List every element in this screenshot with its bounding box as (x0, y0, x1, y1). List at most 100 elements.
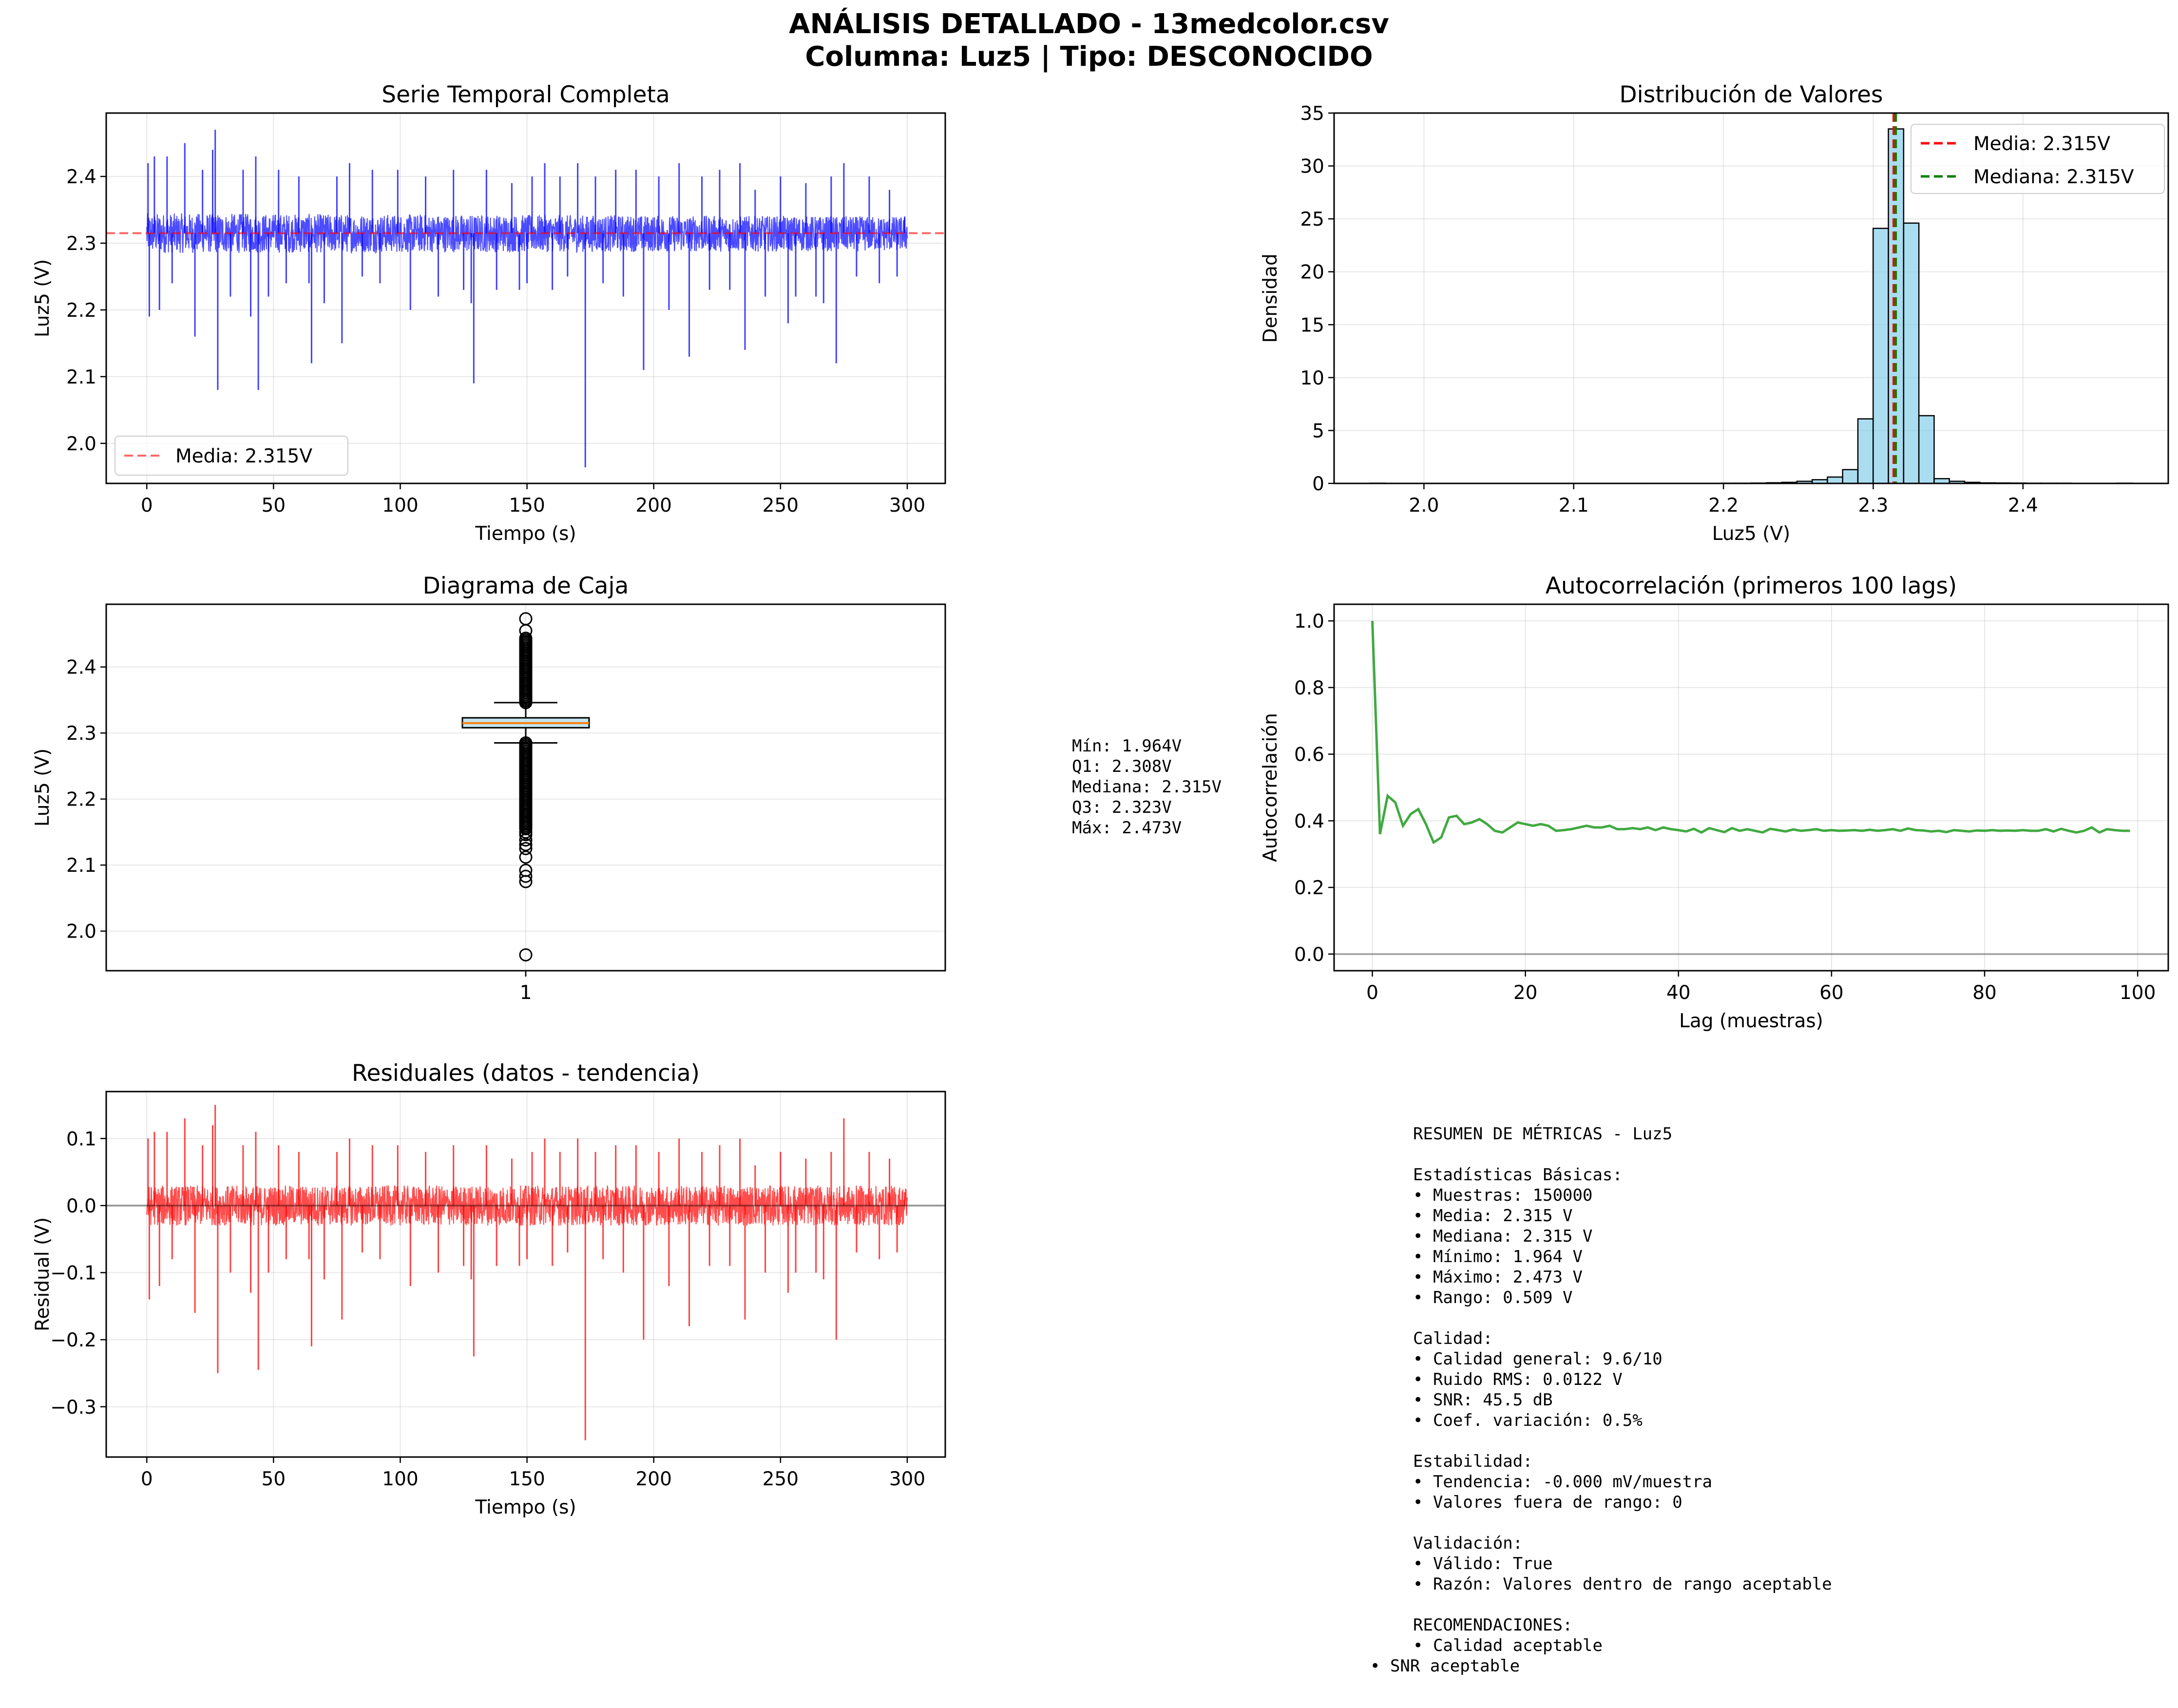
y-tick-label: 0.2 (1294, 877, 1324, 899)
series-yticks: 2.0 2.1 2.2 2.3 2.4 (66, 166, 106, 455)
metrics-summary-line: • Rango: 0.509 V (1413, 1288, 1573, 1307)
residuals-panel: 0 50 100 150 200 250 300 −0.3 −0.2 −0.1 0.0 0.1 Re… (32, 1060, 946, 1518)
x-tick-label: 150 (509, 1468, 545, 1490)
metrics-summary-line: Estabilidad: (1413, 1452, 1533, 1471)
series-title: Serie Temporal Completa (382, 81, 670, 108)
y-tick-label: 2.1 (66, 855, 96, 877)
histogram-title: Distribución de Valores (1619, 81, 1883, 108)
metrics-summary-line: • Válido: True (1413, 1554, 1553, 1574)
metrics-summary-line: • Máximo: 2.473 V (1413, 1267, 1583, 1287)
autocorr-marks (1334, 621, 2168, 955)
boxplot-axes-frame (105, 603, 946, 972)
autocorr-xticks: 0 20 40 60 80 100 (1366, 971, 2156, 1004)
histogram-bar (1903, 222, 1920, 484)
metrics-summary-line: Calidad: (1413, 1329, 1493, 1348)
metrics-summary-line: RESUMEN DE MÉTRICAS - Luz5 (1413, 1124, 1672, 1144)
x-tick-label: 250 (763, 495, 799, 517)
boxplot-panel: 11 2.0 2.1 2.2 2.3 2.4 Diagrama de Caja Luz5… (32, 573, 946, 1004)
histogram-bar (1857, 418, 1874, 484)
metrics-summary-last-line: • SNR aceptable (1370, 1656, 1520, 1676)
metrics-summary-lines: RESUMEN DE MÉTRICAS - Luz5 Estadísticas B… (1413, 1124, 1832, 1655)
histogram-bar (1842, 469, 1859, 484)
autocorr-title: Autocorrelación (primeros 100 lags) (1546, 573, 1957, 599)
y-tick-label: 0 (1312, 473, 1324, 495)
residuals-ylabel: Residual (V) (32, 1217, 54, 1331)
x-tick-label: 100 (382, 495, 418, 517)
boxplot-title: Diagrama de Caja (423, 573, 629, 599)
histogram-bar (1827, 476, 1843, 484)
metrics-summary-line: Validación: (1413, 1534, 1523, 1553)
x-tick-label: 2.0 (1409, 495, 1439, 517)
box-outlier (519, 948, 533, 961)
autocorr-panel: 0 20 40 60 80 100 0.0 0.2 0.4 0.6 0.8 1.0 Autocorr… (1260, 573, 2169, 1032)
residuals-marks (106, 1105, 945, 1440)
box-outlier (519, 842, 533, 855)
residuals-title: Residuales (datos - tendencia) (352, 1060, 700, 1087)
x-tick-label: 2.2 (1708, 495, 1739, 517)
y-tick-label: 0.6 (1294, 744, 1324, 766)
residuals-yticks: −0.3 −0.2 −0.1 0.0 0.1 (50, 1128, 106, 1419)
x-tick-label: 200 (635, 495, 671, 517)
metrics-summary-line: • Calidad aceptable (1413, 1636, 1603, 1655)
box-outlier (519, 825, 533, 839)
residuals-axes-frame (105, 1091, 946, 1458)
box-outlier (519, 632, 533, 645)
series-legend-mean-label: Media: 2.315V (175, 445, 312, 467)
autocorr-xlabel: Lag (muestras) (1679, 1010, 1823, 1032)
series-line (146, 213, 908, 254)
y-tick-label: 25 (1300, 209, 1324, 230)
x-tick-label: 80 (1972, 982, 1997, 1004)
autocorr-yticks: 0.0 0.2 0.4 0.6 0.8 1.0 (1294, 611, 1334, 966)
x-tick-label: 2.4 (2008, 495, 2038, 517)
box-outlier (519, 838, 533, 851)
x-tick-label: 2.3 (1858, 495, 1888, 517)
box-stats-line: Q3: 2.323V (1072, 798, 1172, 817)
series-panel: 0 50 100 150 200 250 300 2.0 2.1 2.2 2.3 2.4 Serie… (32, 81, 946, 545)
histogram-axes-frame (1333, 112, 2169, 484)
x-tick-label: 50 (262, 1468, 286, 1490)
histogram-bar (1872, 228, 1889, 484)
y-tick-label: 0.0 (1294, 944, 1324, 966)
y-tick-label: 2.4 (66, 657, 96, 679)
box-stats-line: Q1: 2.308V (1072, 757, 1172, 776)
y-tick-label: 0.0 (66, 1195, 96, 1217)
suptitle-line-2: Columna: Luz5 | Tipo: DESCONOCIDO (805, 41, 1373, 73)
histogram-legend-box (1911, 124, 2165, 194)
box-stats-line: Mediana: 2.315V (1072, 777, 1222, 797)
box-outlier (519, 736, 533, 750)
series-marks (106, 130, 945, 468)
series-xticks: 0 50 100 150 200 250 300 (141, 483, 925, 517)
box-stats-text: Mín: 1.964V Q1: 2.308V Mediana: 2.315V Q… (1072, 736, 1222, 838)
histogram-xlabel: Luz5 (V) (1712, 523, 1791, 545)
autocorr-line (1371, 621, 2130, 844)
y-tick-label: 2.3 (66, 723, 96, 745)
autocorr-ylabel: Autocorrelación (1260, 713, 1281, 862)
suptitle-line-1: ANÁLISIS DETALLADO - 13medcolor.csv (789, 8, 1389, 40)
series-axes-frame (105, 112, 946, 484)
histogram-yticks: 0 5 10 15 20 25 30 35 (1300, 103, 1334, 495)
x-tick-label: 150 (509, 495, 545, 517)
x-tick-label: 2.1 (1559, 495, 1589, 517)
metrics-summary: RESUMEN DE MÉTRICAS - Luz5 Estadísticas B… (1370, 1124, 1832, 1676)
box-outlier (519, 869, 533, 883)
x-tick-label: 300 (889, 495, 925, 517)
y-tick-label: −0.2 (50, 1329, 96, 1351)
y-tick-label: 1.0 (1294, 611, 1324, 633)
histogram-bar (1918, 415, 1935, 484)
box-stats-line: Mín: 1.964V (1072, 736, 1182, 756)
metrics-summary-line: • Razón: Valores dentro de rango aceptab… (1413, 1574, 1832, 1594)
box-outlier (519, 833, 533, 847)
x-tick-label: 250 (763, 1468, 799, 1490)
x-tick-label: 0 (141, 1468, 153, 1490)
x-tick-label: 100 (2120, 982, 2156, 1004)
metrics-summary-line: • Mediana: 2.315 V (1413, 1227, 1592, 1246)
box-outlier (519, 864, 533, 877)
x-tick-label: 200 (635, 1468, 671, 1490)
autocorr-axes-frame (1333, 603, 2169, 972)
y-tick-label: 2.2 (66, 789, 96, 811)
y-tick-label: 10 (1300, 367, 1324, 389)
y-tick-label: 0.4 (1294, 810, 1324, 832)
y-tick-label: −0.3 (50, 1397, 96, 1419)
metrics-summary-line: • Calidad general: 9.6/10 (1413, 1349, 1662, 1369)
